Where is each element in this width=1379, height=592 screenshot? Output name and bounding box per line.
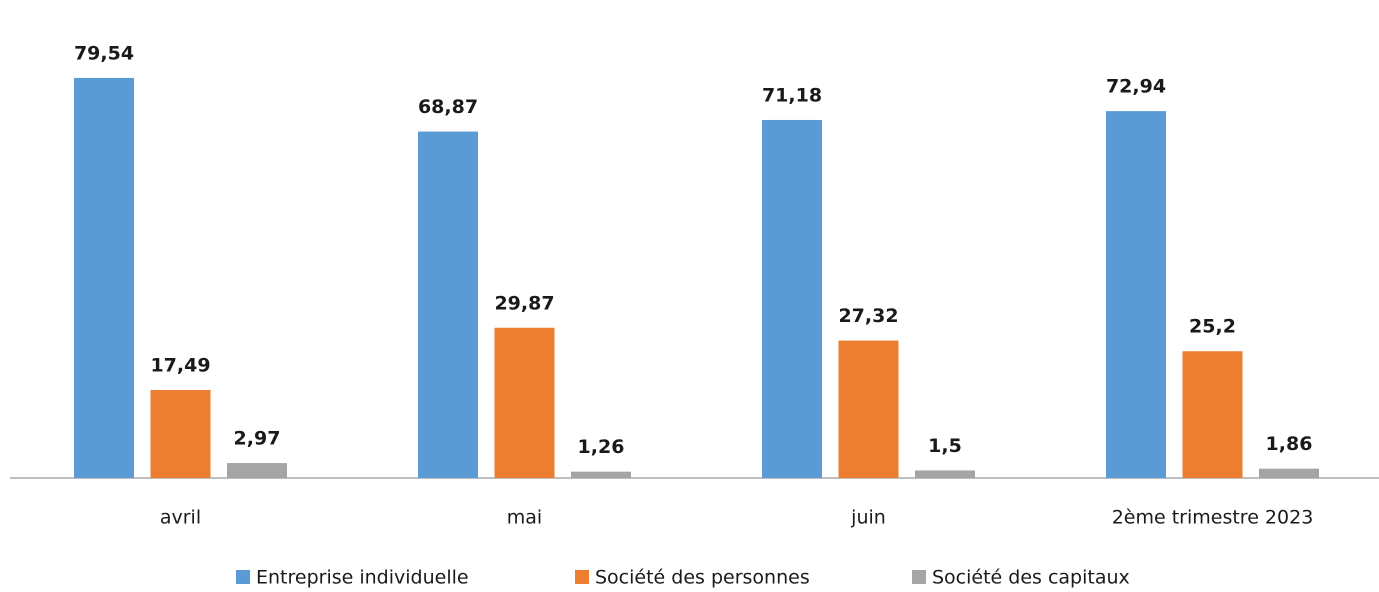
bar	[494, 327, 555, 478]
bar	[1106, 111, 1166, 478]
x-tick-label: mai	[507, 507, 542, 529]
legend-label: Société des capitaux	[932, 567, 1130, 589]
bar	[74, 77, 134, 478]
bar	[915, 470, 975, 478]
data-label: 71,18	[762, 84, 822, 106]
data-label: 29,87	[494, 292, 554, 314]
legend-swatch	[575, 570, 589, 584]
data-label: 1,26	[578, 436, 625, 458]
legend-swatch	[236, 570, 250, 584]
data-label: 25,2	[1189, 316, 1236, 338]
data-label: 79,54	[74, 42, 134, 64]
legend-swatch	[912, 570, 926, 584]
bar	[150, 390, 211, 478]
bar	[418, 131, 478, 478]
bar	[838, 340, 899, 478]
legend-label: Société des personnes	[595, 567, 810, 589]
data-label: 72,94	[1106, 76, 1166, 98]
data-label: 27,32	[838, 305, 898, 327]
legend-label: Entreprise individuelle	[256, 567, 469, 589]
data-label: 17,49	[150, 355, 210, 377]
data-label: 1,5	[928, 435, 962, 457]
x-tick-label: juin	[850, 507, 886, 529]
bar	[1259, 468, 1319, 478]
bar	[227, 463, 287, 478]
bar	[1182, 351, 1243, 478]
data-label: 2,97	[234, 428, 281, 450]
bar	[571, 471, 631, 478]
data-label: 68,87	[418, 96, 478, 118]
x-tick-label: 2ème trimestre 2023	[1112, 507, 1314, 529]
data-label: 1,86	[1266, 433, 1313, 455]
x-tick-label: avril	[160, 507, 201, 529]
bar	[762, 119, 822, 478]
